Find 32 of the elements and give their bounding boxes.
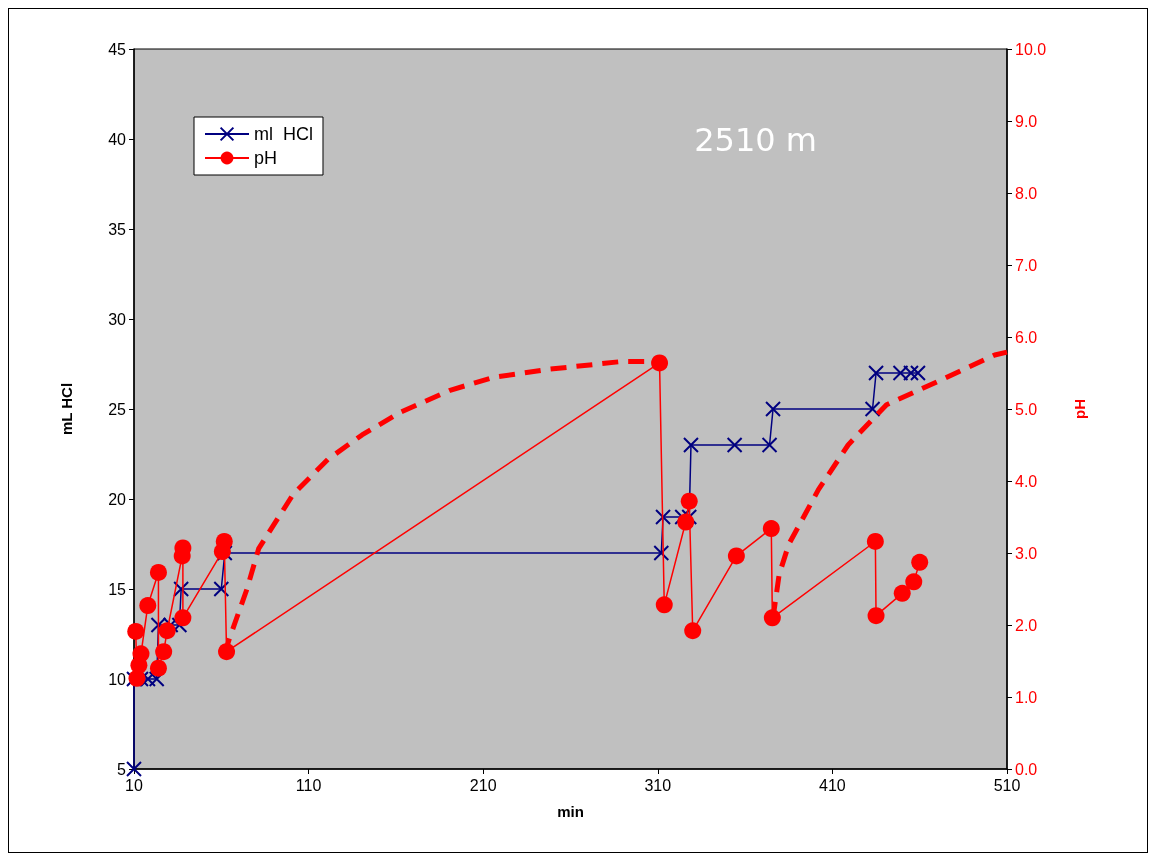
x-axis-title: min bbox=[557, 803, 584, 820]
y-tick-label: 45 bbox=[108, 40, 127, 58]
y-tick-label: 40 bbox=[108, 130, 127, 148]
x-tick-label: 10 bbox=[125, 776, 143, 794]
y2-tick-label: 9.0 bbox=[1015, 112, 1038, 130]
y-axis-title: mL HCl bbox=[58, 382, 75, 436]
y2-tick-label: 10.0 bbox=[1015, 40, 1047, 58]
legend-label: pH bbox=[254, 148, 278, 168]
x-tick-label: 310 bbox=[644, 776, 672, 794]
x-tick-label: 410 bbox=[819, 776, 846, 794]
y2-tick-label: 8.0 bbox=[1015, 184, 1038, 202]
y-tick-label: 5 bbox=[117, 760, 127, 778]
y2-tick-label: 3.0 bbox=[1015, 544, 1038, 562]
x-tick-label: 110 bbox=[295, 776, 322, 794]
y2-tick-label: 4.0 bbox=[1015, 472, 1038, 490]
y-tick-label: 10 bbox=[108, 670, 127, 688]
y-tick-label: 30 bbox=[108, 310, 127, 328]
y-tick-label: 35 bbox=[108, 220, 127, 238]
legend-label: ml HCl bbox=[254, 124, 313, 144]
y2-tick-label: 5.0 bbox=[1015, 400, 1038, 418]
y-tick-label: 25 bbox=[108, 400, 127, 418]
x-tick-label: 210 bbox=[469, 776, 497, 794]
y2-tick-label: 0.0 bbox=[1015, 760, 1038, 778]
annotation: 2510 m bbox=[694, 121, 817, 159]
y-tick-label: 20 bbox=[108, 490, 127, 508]
y-tick-label: 15 bbox=[108, 580, 127, 598]
y2-tick-label: 1.0 bbox=[1015, 688, 1038, 706]
y2-tick-label: 2.0 bbox=[1015, 616, 1038, 634]
y2-tick-label: 6.0 bbox=[1015, 328, 1038, 346]
y2-axis-title: pH bbox=[1071, 399, 1088, 419]
x-tick-label: 510 bbox=[993, 776, 1021, 794]
y2-tick-label: 7.0 bbox=[1015, 256, 1038, 274]
